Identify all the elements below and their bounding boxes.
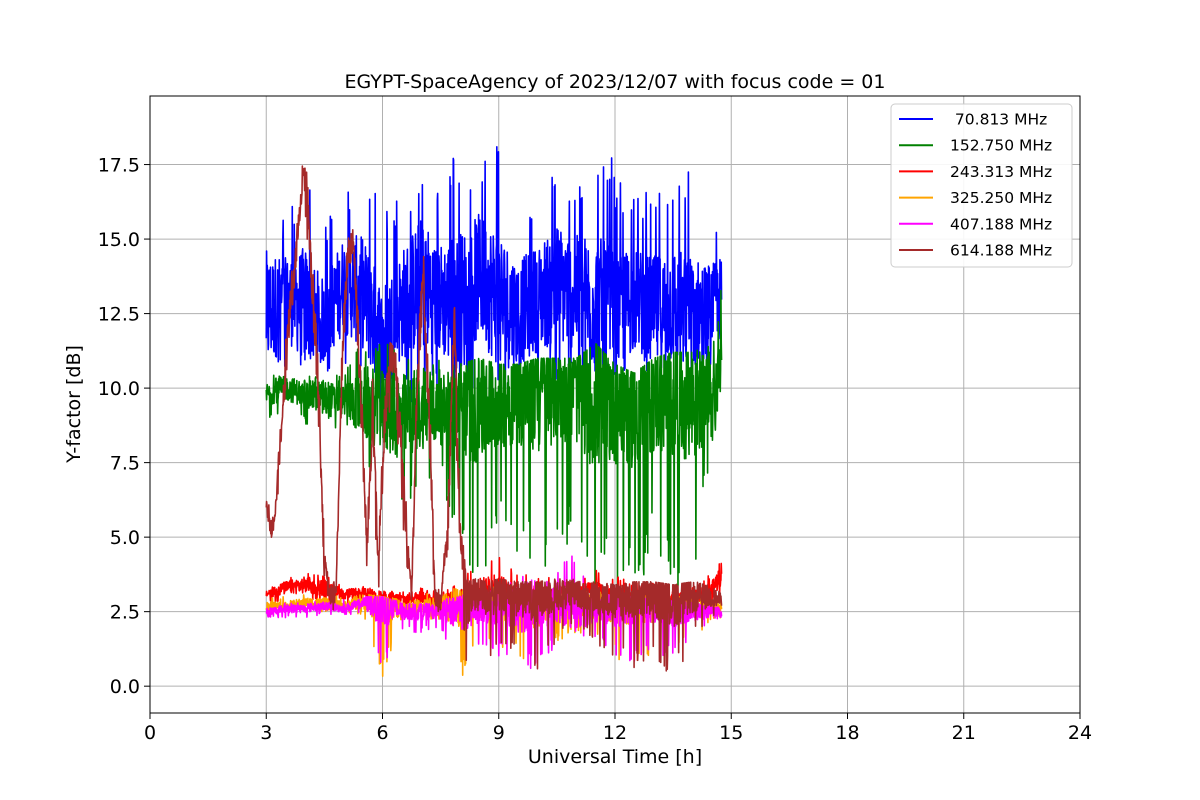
series-line xyxy=(265,146,723,414)
x-tick-label: 3 xyxy=(260,722,272,744)
y-tick-label: 17.5 xyxy=(98,155,140,177)
x-tick-label: 15 xyxy=(719,722,743,744)
legend-box xyxy=(890,103,1073,268)
legend-entry-label: 614.188 MHz xyxy=(950,242,1052,260)
y-axis-ticks: 0.0 2.5 5.0 7.5 10.0 12.5 15.0 17.5 xyxy=(98,155,150,698)
x-tick-label: 24 xyxy=(1068,722,1092,744)
x-tick-label: 18 xyxy=(835,722,859,744)
legend-entry-label: 70.813 MHz xyxy=(950,111,1047,129)
y-tick-label: 0.0 xyxy=(110,676,140,698)
y-tick-label: 15.0 xyxy=(98,229,140,251)
x-tick-label: 21 xyxy=(952,722,976,744)
y-tick-label: 7.5 xyxy=(110,453,140,475)
legend-entry-label: 407.188 MHz xyxy=(950,215,1052,233)
x-tick-label: 6 xyxy=(376,722,388,744)
series-line xyxy=(265,165,723,672)
x-tick-label: 0 xyxy=(144,722,156,744)
x-axis-label: Universal Time [h] xyxy=(528,746,702,768)
chart-title: EGYPT-SpaceAgency of 2023/12/07 with foc… xyxy=(345,71,886,93)
x-tick-label: 9 xyxy=(493,722,505,744)
y-tick-label: 10.0 xyxy=(98,378,140,400)
series-6 xyxy=(265,165,723,672)
legend-entry-label: 243.313 MHz xyxy=(950,163,1052,181)
y-axis-label: Y-factor [dB] xyxy=(63,345,85,464)
plot-series xyxy=(265,146,723,677)
legend-entry-label: 152.750 MHz xyxy=(950,137,1052,155)
x-tick-label: 12 xyxy=(603,722,627,744)
legend-entry-label: 325.250 MHz xyxy=(950,189,1052,207)
legend: 70.813 MHz 152.750 MHz 243.313 MHz 325.250 … xyxy=(890,103,1073,268)
x-axis-ticks: 0 3 6 9 12 15 18 21 24 xyxy=(144,713,1092,744)
y-tick-label: 2.5 xyxy=(110,602,140,624)
y-tick-label: 5.0 xyxy=(110,527,140,549)
series-1 xyxy=(265,146,723,414)
y-tick-label: 12.5 xyxy=(98,304,140,326)
